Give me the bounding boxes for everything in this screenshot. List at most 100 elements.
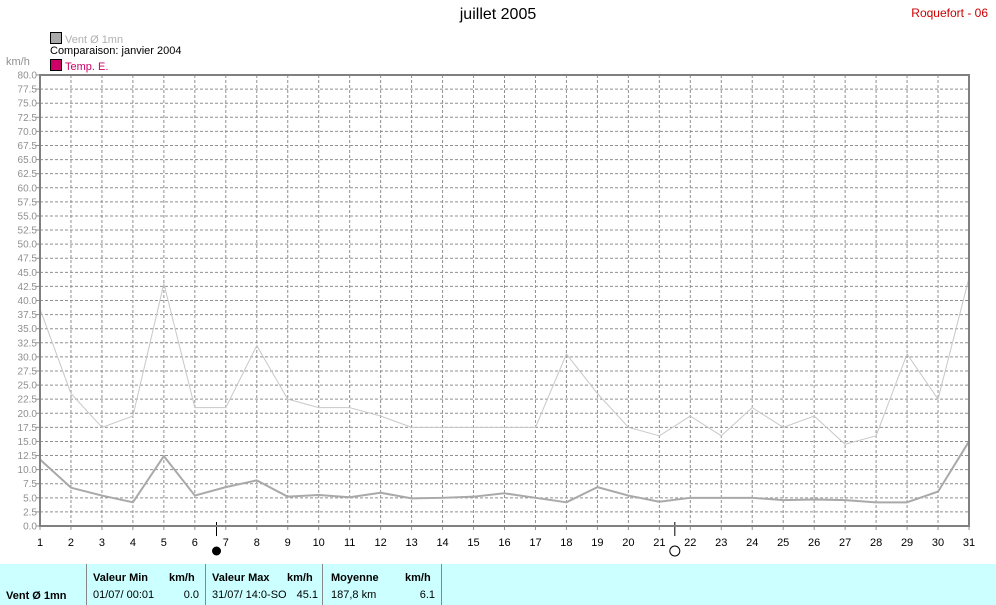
legend-swatch-wind [50, 32, 62, 44]
plot-frame [39, 74, 970, 527]
x-tick-label: 22 [684, 537, 696, 549]
x-tick-label: 11 [344, 537, 355, 549]
x-tick-label: 6 [192, 537, 198, 549]
legend-item-temp[interactable]: Temp. E. [50, 59, 108, 74]
stats-max-value: 45.1 [296, 589, 318, 601]
full-moon-icon [212, 546, 222, 556]
legend-label-wind: Vent Ø 1mn [65, 34, 124, 46]
y-tick-label: 27.5 [18, 366, 38, 377]
y-tick-label: 52.5 [18, 226, 38, 237]
y-tick-label: 40.0 [18, 296, 38, 307]
y-tick-label: 10.0 [18, 465, 38, 476]
y-axis-unit: km/h [6, 56, 30, 68]
x-tick-label: 16 [498, 537, 510, 549]
y-tick-label: 77.5 [18, 85, 38, 96]
new-moon-icon [669, 545, 681, 557]
y-tick-label: 2.5 [23, 507, 37, 518]
y-tick-label: 17.5 [18, 423, 38, 434]
x-tick-label: 3 [99, 537, 105, 549]
y-tick-label: 15.0 [18, 437, 38, 448]
x-tick-label: 17 [529, 537, 541, 549]
stats-series-cell: Vent Ø 1mn [0, 564, 87, 605]
y-axis: 0.0 2.5 5.0 7.5 10.0 12.5 15.0 17.5 20.0 22.5 25.0… [18, 71, 40, 533]
y-tick-label: 0.0 [23, 522, 37, 533]
x-tick-label: 28 [870, 537, 882, 549]
y-tick-label: 50.0 [18, 240, 38, 251]
y-tick-label: 30.0 [18, 352, 38, 363]
series-line-wind [39, 440, 970, 504]
x-tick-label: 29 [901, 537, 913, 549]
x-tick-label: 10 [313, 537, 325, 549]
stats-avg-value: 6.1 [419, 589, 435, 601]
stats-series-label: Vent Ø 1mn [6, 590, 67, 602]
x-tick-label: 26 [808, 537, 820, 549]
y-tick-label: 32.5 [18, 338, 38, 349]
x-tick-label: 31 [963, 537, 975, 549]
chart-series [39, 277, 970, 504]
stats-min-header: Valeur Min [93, 572, 149, 584]
y-tick-label: 72.5 [18, 113, 38, 124]
chart-grid [39, 74, 970, 527]
y-tick-label: 22.5 [18, 395, 38, 406]
x-tick-label: 21 [653, 537, 665, 549]
legend-item-comparison: Comparaison: janvier 2004 [50, 45, 181, 58]
legend-item-wind[interactable]: Vent Ø 1mn [50, 32, 123, 47]
y-tick-label: 60.0 [18, 183, 38, 194]
y-tick-label: 20.0 [18, 409, 38, 420]
y-tick-label: 5.0 [23, 493, 37, 504]
y-tick-label: 67.5 [18, 141, 38, 152]
y-tick-label: 47.5 [18, 254, 38, 265]
x-tick-label: 1 [37, 537, 43, 549]
chart-title: juillet 2005 [459, 6, 537, 23]
x-tick-label: 8 [254, 537, 260, 549]
legend-label-temp: Temp. E. [65, 61, 109, 73]
x-tick-label: 27 [839, 537, 851, 549]
y-tick-label: 25.0 [18, 381, 38, 392]
y-tick-label: 35.0 [18, 324, 38, 335]
x-tick-label: 19 [591, 537, 603, 549]
x-tick-label: 15 [467, 537, 479, 549]
y-tick-label: 80.0 [18, 71, 38, 82]
legend-label-comparison: Comparaison: janvier 2004 [50, 45, 182, 57]
x-tick-label: 23 [715, 537, 727, 549]
y-tick-label: 37.5 [18, 310, 38, 321]
y-tick-label: 7.5 [23, 479, 37, 490]
stats-min-cell: Valeur Min km/h 01/07/ 00:01 0.0 [87, 564, 206, 605]
series-line-comparison [39, 277, 970, 445]
stats-bar: Vent Ø 1mn Valeur Min km/h 01/07/ 00:01 … [0, 564, 996, 605]
x-tick-label: 13 [405, 537, 417, 549]
y-tick-label: 45.0 [18, 268, 38, 279]
stats-avg-cell: Moyenne km/h 187,8 km 6.1 [323, 564, 442, 605]
y-tick-label: 62.5 [18, 169, 38, 180]
stats-max-unit: km/h [287, 572, 313, 584]
stats-avg-dist: 187,8 km [331, 589, 377, 601]
x-tick-label: 2 [68, 537, 74, 549]
x-tick-label: 14 [436, 537, 448, 549]
station-name: Roquefort - 06 [911, 6, 988, 20]
stats-min-value: 0.0 [183, 589, 199, 601]
x-tick-label: 7 [223, 537, 229, 549]
y-tick-label: 75.0 [18, 99, 38, 110]
stats-max-header: Valeur Max [212, 572, 270, 584]
y-tick-label: 57.5 [18, 197, 38, 208]
moon-phases [212, 522, 681, 557]
x-axis: 1 2 3 4 5 6 7 8 9 10 11 12 13 14 15 16 17 18 19 20 21 22 23 24 2… [37, 526, 975, 549]
y-tick-label: 65.0 [18, 155, 38, 166]
y-tick-label: 12.5 [18, 451, 38, 462]
chart: 0.0 2.5 5.0 7.5 10.0 12.5 15.0 17.5 20.0 22.5 25.0… [18, 71, 975, 557]
stats-min-unit: km/h [169, 572, 195, 584]
y-tick-label: 70.0 [18, 127, 38, 138]
x-tick-label: 24 [746, 537, 758, 549]
y-tick-label: 42.5 [18, 282, 38, 293]
x-tick-label: 18 [560, 537, 572, 549]
x-tick-label: 4 [130, 537, 136, 549]
stats-max-when: 31/07/ 14:0-SO [212, 589, 287, 601]
stats-min-when: 01/07/ 00:01 [93, 589, 155, 601]
legend-swatch-temp [50, 59, 62, 71]
stats-max-cell: Valeur Max km/h 31/07/ 14:0-SO 45.1 [206, 564, 323, 605]
y-tick-label: 55.0 [18, 211, 38, 222]
x-tick-label: 20 [622, 537, 634, 549]
x-tick-label: 25 [777, 537, 789, 549]
stats-avg-unit: km/h [405, 572, 431, 584]
x-tick-label: 9 [285, 537, 291, 549]
